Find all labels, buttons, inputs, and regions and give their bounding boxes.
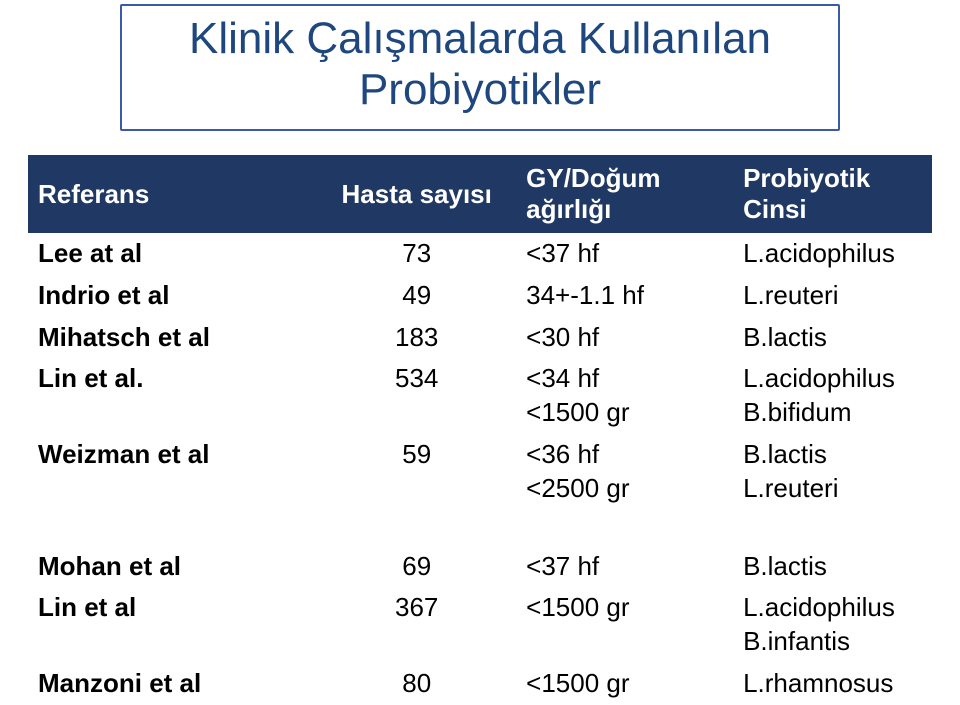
cell-probiyotik: L.acidophilus [733,233,932,275]
cell-gy: <37 hf [516,546,733,588]
table-row: Mihatsch et al183<30 hfB.lactis [28,317,932,359]
cell-probiyotik: B.lactis [733,317,932,359]
cell-hasta: 59 [317,434,516,510]
cell-referans: Lin et al [28,587,317,663]
data-table-wrap: Referans Hasta sayısı GY/Doğum ağırlığı … [28,155,932,705]
cell-probiyotik: B.lactis [733,546,932,588]
col-header-prob: Probiyotik Cinsi [733,155,932,233]
cell-gy: <37 hf [516,233,733,275]
cell-gy: <34 hf<1500 gr [516,358,733,434]
cell-hasta: 73 [317,233,516,275]
col-header-referans: Referans [28,155,317,233]
cell-probiyotik: L.acidophilusB.infantis [733,587,932,663]
data-table: Referans Hasta sayısı GY/Doğum ağırlığı … [28,155,932,705]
cell-hasta: 534 [317,358,516,434]
cell-probiyotik: L.reuteri [733,275,932,317]
cell-probiyotik: L.rhamnosus [733,663,932,705]
cell-gy: <1500 gr [516,587,733,663]
cell-probiyotik: B.lactisL.reuteri [733,434,932,510]
title-line-1: Klinik Çalışmalarda Kullanılan [152,14,808,65]
cell-gy: <36 hf<2500 gr [516,434,733,510]
table-row: Mohan et al69<37 hfB.lactis [28,546,932,588]
table-row: Indrio et al4934+-1.1 hfL.reuteri [28,275,932,317]
cell-hasta: 80 [317,663,516,705]
slide: Klinik Çalışmalarda Kullanılan Probiyoti… [0,0,960,655]
table-row: Weizman et al59<36 hf<2500 grB.lactisL.r… [28,434,932,510]
table-row: Lin et al.534<34 hf<1500 grL.acidophilus… [28,358,932,434]
cell-referans: Lin et al. [28,358,317,434]
cell-referans: Lee at al [28,233,317,275]
table-row: Lee at al73<37 hfL.acidophilus [28,233,932,275]
table-header-row: Referans Hasta sayısı GY/Doğum ağırlığı … [28,155,932,233]
col-header-gy: GY/Doğum ağırlığı [516,155,733,233]
table-row: Lin et al367<1500 grL.acidophilusB.infan… [28,587,932,663]
cell-referans: Manzoni et al [28,663,317,705]
cell-referans: Weizman et al [28,434,317,510]
cell-referans: Mihatsch et al [28,317,317,359]
title-line-2: Probiyotikler [152,65,808,116]
table-row: Manzoni et al80<1500 grL.rhamnosus [28,663,932,705]
cell-gy: <30 hf [516,317,733,359]
cell-gy: <1500 gr [516,663,733,705]
title-box: Klinik Çalışmalarda Kullanılan Probiyoti… [120,4,840,131]
cell-hasta: 183 [317,317,516,359]
cell-referans: Mohan et al [28,546,317,588]
cell-hasta: 367 [317,587,516,663]
table-gap-row [28,510,932,546]
cell-gy: 34+-1.1 hf [516,275,733,317]
table-body: Lee at al73<37 hfL.acidophilusIndrio et … [28,233,932,705]
cell-hasta: 49 [317,275,516,317]
col-header-hasta: Hasta sayısı [317,155,516,233]
cell-hasta: 69 [317,546,516,588]
cell-probiyotik: L.acidophilusB.bifidum [733,358,932,434]
cell-referans: Indrio et al [28,275,317,317]
